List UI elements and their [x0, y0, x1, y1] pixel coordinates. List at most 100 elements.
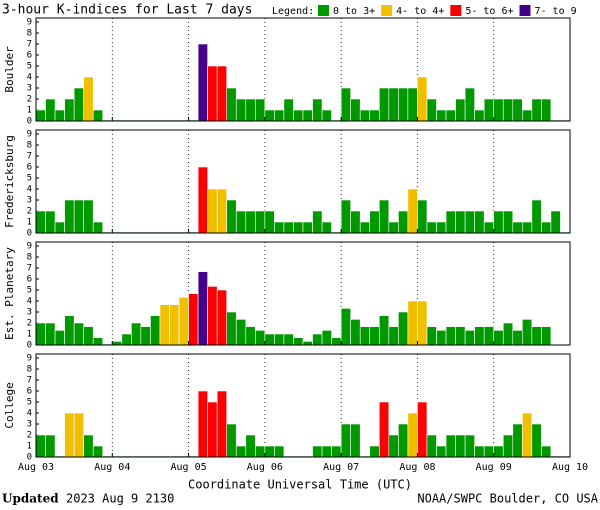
y-tick-label: 6 [27, 275, 32, 285]
chart-title: 3-hour K-indices for Last 7 days [2, 3, 252, 18]
y-tick-label: 3 [27, 84, 32, 94]
bar [426, 98, 437, 122]
bar [226, 87, 237, 122]
bar [436, 445, 447, 458]
bar [274, 445, 285, 458]
bar [197, 166, 208, 234]
bar [312, 98, 323, 122]
bar [54, 221, 65, 234]
bar [483, 221, 495, 234]
bar [455, 98, 466, 122]
bar [216, 289, 228, 346]
bar [197, 271, 208, 346]
bar [64, 98, 75, 122]
x-tick-label: Aug 04 [94, 462, 130, 473]
y-tick-label: 1 [27, 106, 32, 116]
bar [188, 293, 199, 346]
bar [83, 326, 94, 346]
bar [274, 333, 285, 346]
y-tick-label: 9 [27, 130, 32, 140]
bar [407, 300, 418, 346]
panel-frame [35, 353, 571, 458]
bar [207, 65, 218, 122]
bar [512, 423, 523, 458]
bar [436, 330, 447, 346]
bar [474, 109, 485, 122]
bar [274, 221, 285, 234]
bar [398, 87, 409, 122]
bar [407, 188, 418, 234]
bar [340, 308, 351, 346]
bar [321, 109, 332, 122]
bar [283, 221, 294, 234]
bar [226, 199, 237, 234]
bar [350, 98, 361, 122]
bar [464, 330, 475, 346]
bar [359, 326, 371, 346]
bar [493, 330, 504, 346]
bar [445, 434, 456, 458]
legend-label: 5- to 6+ [465, 6, 513, 17]
legend-swatch [450, 5, 462, 16]
panel-label: Boulder [3, 46, 16, 93]
bar [73, 322, 84, 346]
panel-label: College [3, 382, 16, 428]
bar [455, 210, 466, 234]
y-tick-label: 2 [27, 431, 32, 441]
bar [226, 311, 237, 346]
bar [216, 390, 228, 458]
bar [302, 221, 313, 234]
bar [340, 423, 351, 458]
y-tick-label: 6 [27, 51, 32, 61]
x-tick-label: Aug 05 [171, 462, 207, 473]
bar [245, 98, 256, 122]
bar [321, 221, 332, 234]
bar [178, 297, 189, 346]
bar [245, 326, 256, 346]
y-tick-label: 8 [27, 253, 32, 263]
bar [531, 199, 542, 234]
bar [169, 304, 180, 346]
bar [255, 98, 266, 122]
y-tick-label: 2 [27, 207, 32, 217]
bar [245, 434, 256, 458]
bar [464, 87, 475, 122]
bar [474, 445, 485, 458]
x-tick-label: Aug 06 [247, 462, 283, 473]
updated-label: Updated [2, 492, 59, 506]
bar [445, 109, 456, 122]
bar [541, 221, 552, 234]
bar [369, 445, 380, 458]
bar [264, 210, 275, 234]
bar [35, 322, 46, 346]
y-tick-label: 7 [27, 40, 32, 50]
panel-frame [35, 17, 571, 122]
bar [216, 65, 228, 122]
bar [283, 98, 294, 122]
y-tick-label: 0 [27, 229, 32, 239]
panel-frame [35, 241, 571, 346]
legend-swatch [318, 5, 329, 16]
y-tick-label: 3 [27, 196, 32, 206]
x-tick-label: Aug 03 [18, 462, 54, 473]
bar [512, 330, 523, 346]
bar [45, 322, 56, 346]
y-tick-label: 0 [27, 453, 32, 463]
bar [398, 210, 409, 234]
bar [531, 326, 542, 346]
bar [455, 326, 466, 346]
bar [255, 445, 266, 458]
bar [350, 423, 361, 458]
bar [502, 98, 514, 122]
bar [92, 337, 104, 346]
bar [522, 221, 533, 234]
bar [388, 87, 399, 122]
bar [255, 210, 266, 234]
bar [359, 109, 371, 122]
bar [483, 326, 495, 346]
bar [264, 445, 275, 458]
x-tick-label: Aug 09 [476, 462, 512, 473]
y-tick-label: 1 [27, 218, 32, 228]
